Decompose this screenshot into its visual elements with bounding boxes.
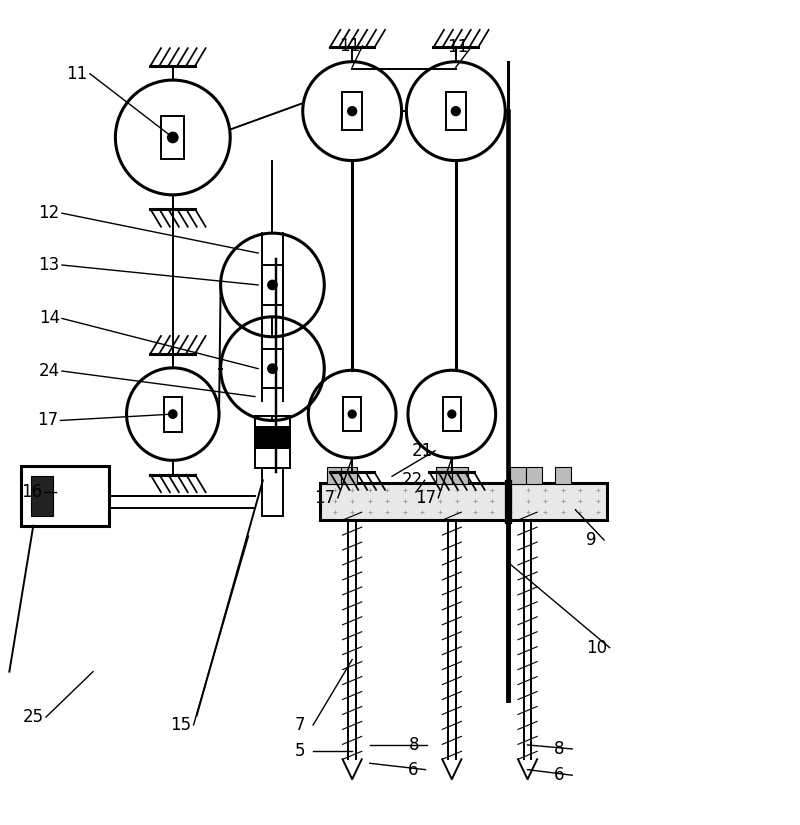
Text: 17: 17: [314, 488, 336, 507]
Bar: [163, 397, 182, 431]
Text: 12: 12: [38, 205, 60, 222]
Bar: [262, 469, 283, 516]
Text: 14: 14: [38, 309, 60, 328]
Bar: [555, 467, 571, 484]
Text: 7: 7: [295, 716, 306, 734]
Bar: [341, 467, 357, 484]
Bar: [443, 398, 461, 431]
Bar: [255, 426, 290, 448]
Circle shape: [268, 280, 277, 290]
Bar: [343, 398, 361, 431]
Text: 15: 15: [170, 716, 191, 734]
Bar: [526, 467, 542, 484]
Bar: [446, 92, 466, 130]
Circle shape: [169, 410, 177, 418]
Bar: [262, 349, 283, 389]
Bar: [510, 467, 526, 484]
Text: 17: 17: [37, 412, 58, 430]
Text: 6: 6: [554, 766, 565, 785]
Text: 25: 25: [22, 708, 44, 726]
Text: 10: 10: [586, 639, 607, 657]
Circle shape: [448, 410, 456, 418]
Bar: [31, 476, 54, 516]
Text: 11: 11: [447, 39, 469, 56]
Circle shape: [348, 106, 357, 116]
Text: 11: 11: [339, 37, 360, 54]
Circle shape: [168, 132, 178, 143]
Text: 9: 9: [586, 531, 597, 549]
Bar: [162, 116, 184, 159]
Bar: [436, 467, 452, 484]
Text: 8: 8: [409, 736, 420, 754]
Bar: [262, 266, 283, 304]
Text: 17: 17: [415, 488, 436, 507]
Text: 24: 24: [38, 362, 60, 380]
Text: 22: 22: [402, 471, 422, 489]
Circle shape: [348, 410, 356, 418]
Text: 5: 5: [295, 742, 306, 761]
Text: 13: 13: [38, 256, 60, 274]
Bar: [326, 467, 342, 484]
Text: 16: 16: [21, 483, 42, 502]
Bar: [342, 92, 362, 130]
Text: 21: 21: [412, 441, 433, 460]
Text: 8: 8: [554, 740, 565, 758]
Text: 11: 11: [66, 64, 88, 82]
Circle shape: [268, 364, 277, 374]
Bar: [22, 466, 109, 526]
Text: 6: 6: [407, 761, 418, 779]
Bar: [320, 483, 607, 520]
Circle shape: [451, 106, 460, 116]
Bar: [452, 467, 468, 484]
